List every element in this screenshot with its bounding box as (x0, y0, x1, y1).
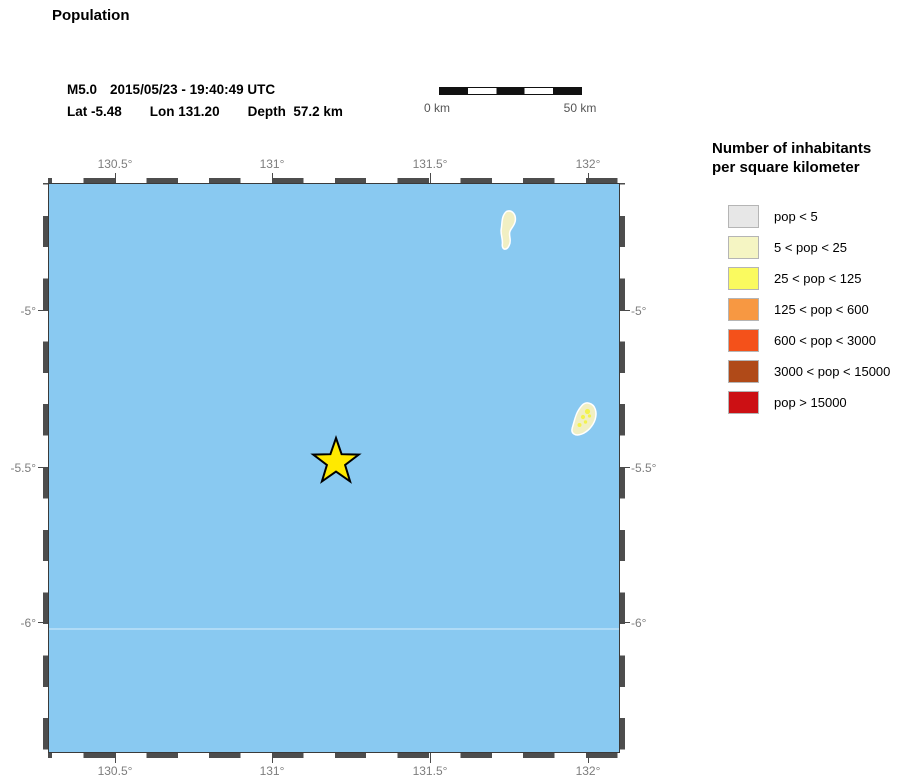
bottom-axis-label-131-5: 131.5° (412, 764, 448, 778)
legend-title: Number of inhabitants per square kilomet… (712, 139, 907, 177)
top-axis-label-130-5: 130.5° (97, 157, 133, 171)
legend-swatch (728, 298, 759, 321)
event-depth: Depth 57.2 km (247, 104, 343, 119)
legend-item: pop < 5 (712, 205, 907, 228)
legend-label: 5 < pop < 25 (774, 240, 848, 255)
legend-item: 3000 < pop < 15000 (712, 360, 907, 383)
legend-swatch (728, 391, 759, 414)
page-title: Population (52, 7, 130, 24)
legend-label: 125 < pop < 600 (774, 302, 869, 317)
legend-swatch (728, 267, 759, 290)
axis-tick (38, 622, 48, 623)
top-axis-label-131: 131° (259, 157, 285, 171)
axis-tick (620, 310, 630, 311)
island-shape-north (500, 210, 517, 250)
event-latitude: Lat -5.48 (67, 104, 122, 119)
legend-label: 25 < pop < 125 (774, 271, 862, 286)
axis-tick (588, 753, 589, 763)
legend-item: pop > 15000 (712, 391, 907, 414)
axis-tick (430, 173, 431, 183)
legend-swatch (728, 205, 759, 228)
map-canvas (48, 183, 620, 753)
island-shape-south (571, 402, 597, 436)
scale-bar-end-label: 50 km (563, 101, 597, 115)
event-magnitude: M5.0 (67, 82, 98, 97)
map-layers (49, 210, 619, 630)
map-frame (38, 173, 630, 763)
bottom-axis-label-132: 132° (575, 764, 601, 778)
right-axis-label-5: -5° (631, 304, 647, 318)
legend-title-line1: Number of inhabitants (712, 140, 872, 157)
legend-item: 5 < pop < 25 (712, 236, 907, 259)
legend-label: 600 < pop < 3000 (774, 333, 876, 348)
event-summary-line: M5.0 2015/05/23 - 19:40:49 UTC (52, 67, 275, 112)
frame-band-left (43, 183, 48, 753)
frame-band-bottom (48, 753, 620, 758)
legend-items: pop < 5 5 < pop < 25 25 < pop < 125 125 … (712, 205, 907, 414)
frame-band-right (620, 183, 625, 753)
legend-item: 125 < pop < 600 (712, 298, 907, 321)
axis-tick (588, 173, 589, 183)
axis-tick (38, 310, 48, 311)
axis-tick (430, 753, 431, 763)
legend-label: 3000 < pop < 15000 (774, 364, 891, 379)
island-population-speckles (577, 408, 592, 427)
axis-tick (38, 467, 48, 468)
legend-title-line2: per square kilometer (712, 159, 860, 176)
legend-item: 600 < pop < 3000 (712, 329, 907, 352)
right-axis-label-5-5: -5.5° (631, 461, 657, 475)
top-axis-label-131-5: 131.5° (412, 157, 448, 171)
bottom-axis-label-130-5: 130.5° (97, 764, 133, 778)
event-longitude: Lon 131.20 (149, 104, 220, 119)
legend-swatch (728, 360, 759, 383)
scale-bar-start-label: 0 km (423, 101, 451, 115)
left-axis-label-5: -5° (20, 304, 36, 318)
legend-label: pop > 15000 (774, 395, 847, 410)
right-axis-label-6: -6° (631, 616, 647, 630)
event-location-line: Lat -5.48 Lon 131.20 Depth 57.2 km (52, 89, 343, 134)
legend: Number of inhabitants per square kilomet… (712, 139, 907, 422)
left-axis-label-5-5: -5.5° (10, 461, 36, 475)
legend-label: pop < 5 (774, 209, 818, 224)
legend-item: 25 < pop < 125 (712, 267, 907, 290)
event-datetime: 2015/05/23 - 19:40:49 UTC (110, 82, 276, 97)
epicenter-star-marker (310, 434, 362, 484)
left-axis-label-6: -6° (20, 616, 36, 630)
axis-tick (115, 753, 116, 763)
axis-tick (620, 622, 630, 623)
map-scale-bar (439, 87, 582, 95)
legend-swatch (728, 329, 759, 352)
axis-tick (272, 753, 273, 763)
legend-swatch (728, 236, 759, 259)
frame-band-top (48, 178, 620, 183)
axis-tick (115, 173, 116, 183)
top-axis-label-132: 132° (575, 157, 601, 171)
axis-tick (272, 173, 273, 183)
axis-tick (620, 467, 630, 468)
bottom-axis-label-131: 131° (259, 764, 285, 778)
